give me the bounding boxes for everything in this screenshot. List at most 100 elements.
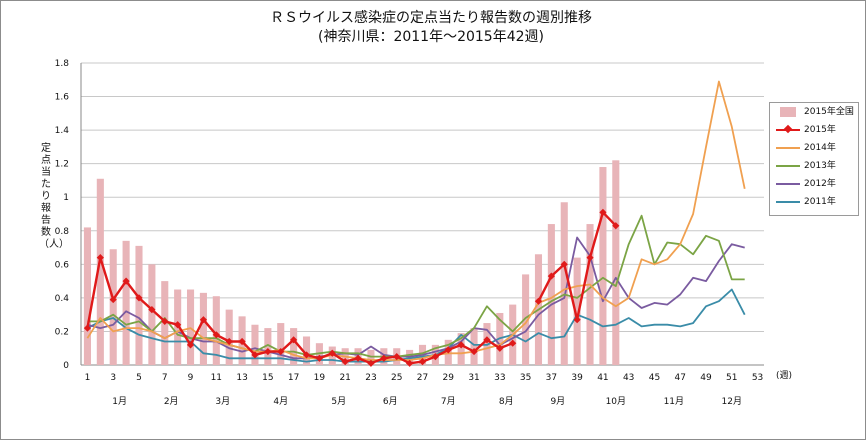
x-tick-label: 19 [314,373,326,383]
marker-2015 [199,316,208,324]
bar-2015-national [264,328,272,365]
legend-item: 2015年全国 [770,103,858,121]
bar-2015-national [290,328,298,365]
legend-item: 2013年 [770,157,858,175]
marker-2015 [109,295,117,304]
x-tick-label: 17 [288,373,299,383]
marker-2015 [393,353,401,361]
marker-2015 [612,222,620,230]
x-tick-label: 27 [417,373,428,383]
bar-2015-national [302,336,311,365]
y-tick-label: 1 [63,193,69,203]
legend-swatch [776,124,800,136]
marker-2015 [573,316,581,324]
bar-2015-national [135,245,143,365]
month-label: 1月 [112,396,127,407]
x-tick-label: 35 [520,373,531,383]
chart-title-line2: (神奈川県：2011年～2015年42週) [318,29,544,45]
x-tick-label: 43 [623,373,634,383]
bar-2015-national [612,160,620,365]
marker-2015 [470,347,478,356]
chart-title: ＲＳウイルス感染症の定点当たり報告数の週別推移 (神奈川県：2011年～2015… [201,9,661,47]
x-axis-label: (週) [776,370,792,381]
y-tick-label: 1.4 [55,126,70,136]
month-label: 6月 [383,396,398,407]
marker-2015 [174,321,182,329]
x-tick-label: 23 [365,373,376,383]
legend-item: 2012年 [770,175,858,193]
bar-2015-national [560,202,568,365]
x-tick-label: 15 [262,373,273,383]
marker-2015 [186,341,195,349]
legend: 2015年全国 2015年 2014年 2013年 2012年 2011年 [769,102,859,216]
month-label: 2月 [164,396,179,407]
chart-title-line1: ＲＳウイルス感染症の定点当たり報告数の週別推移 [270,10,592,26]
series-line-2013年 [87,214,745,358]
x-tick-label: 21 [339,373,350,383]
marker-2015 [225,337,233,346]
x-tick-label: 3 [110,373,116,383]
y-tick-label: 1.6 [55,93,70,103]
bar-2015-national [122,240,130,365]
legend-label: 2013年 [804,161,836,171]
marker-2015 [457,341,465,349]
marker-2015 [122,277,130,285]
legend-label: 2011年 [804,197,836,207]
bar-2015-national [199,292,207,365]
bar-2015-national [212,296,220,365]
bar-2015-national [599,167,607,365]
legend-label: 2015年全国 [804,107,854,117]
marker-2015 [586,254,594,262]
bar-2015-national [83,227,91,365]
legend-label: 2015年 [804,125,836,135]
marker-2015 [315,354,324,362]
x-tick-label: 11 [211,373,222,383]
legend-swatch [776,142,800,154]
marker-2015 [148,306,156,314]
marker-2015 [135,294,143,302]
y-tick-label: 0.8 [55,227,70,237]
legend-swatch [776,106,800,118]
x-tick-label: 37 [546,373,557,383]
marker-2015 [238,337,246,346]
bar-2015-national [457,333,465,365]
legend-label: 2014年 [804,143,836,153]
marker-2015 [341,358,349,366]
legend-label: 2012年 [804,179,836,189]
bar-2015-national [109,249,117,365]
x-tick-label: 31 [468,373,479,383]
bar-2015-national [573,257,581,365]
month-label: 9月 [550,396,565,407]
y-tick-label: 0.6 [55,260,70,270]
x-tick-label: 9 [188,373,194,383]
marker-2015 [212,331,220,339]
bar-2015-national [96,178,104,365]
month-label: 8月 [499,396,514,407]
month-label: 3月 [215,396,230,407]
x-tick-label: 7 [162,373,168,383]
x-tick-label: 13 [236,373,247,383]
series-line-2011年 [86,288,746,363]
x-tick-label: 49 [700,373,712,383]
x-tick-label: 47 [675,373,686,383]
marker-2015 [560,260,568,268]
marker-2015 [547,272,555,280]
month-label: 11月 [664,396,684,407]
legend-item: 2015年 [770,121,858,139]
bar-2015-national [586,224,594,365]
marker-2015 [431,353,439,361]
marker-2015 [483,336,491,344]
marker-2015 [161,317,169,325]
y-tick-label: 0.2 [55,327,69,337]
bar-2015-national [225,309,233,365]
marker-2015 [302,351,311,359]
bar-2015-national [277,323,285,365]
marker-2015 [534,297,543,305]
marker-2015 [367,359,375,367]
marker-2015 [354,354,362,362]
x-tick-label: 39 [571,373,583,383]
x-tick-label: 33 [494,373,505,383]
marker-2015 [328,349,336,357]
